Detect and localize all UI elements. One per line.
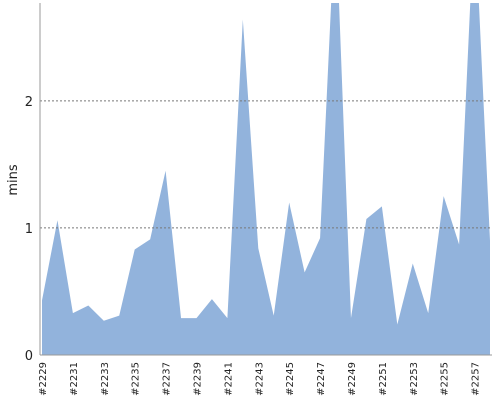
x-tick-label: #2239 (192, 362, 203, 396)
y-tick-label: 2 (25, 95, 33, 110)
x-tick-label: #2229 (38, 362, 49, 396)
x-tick-label: #2237 (162, 362, 173, 396)
x-tick-label: #2241 (223, 362, 234, 396)
x-tick-label: #2231 (69, 362, 80, 396)
x-tick-label: #2247 (316, 362, 327, 396)
x-tick-label: #2249 (347, 362, 358, 396)
x-tick-label: #2253 (409, 362, 420, 396)
x-tick-label: #2235 (131, 362, 142, 396)
y-axis-label: mins (6, 164, 21, 196)
area (42, 3, 490, 355)
y-tick-label: 1 (25, 222, 33, 237)
x-tick-label: #2255 (440, 362, 451, 396)
x-tick-label: #2245 (285, 362, 296, 396)
x-tick-label: #2251 (378, 362, 389, 396)
x-tick-label: #2257 (471, 362, 482, 396)
x-tick-label: #2233 (100, 362, 111, 396)
x-tick-label: #2243 (254, 362, 265, 396)
y-tick-label: 0 (25, 349, 33, 364)
